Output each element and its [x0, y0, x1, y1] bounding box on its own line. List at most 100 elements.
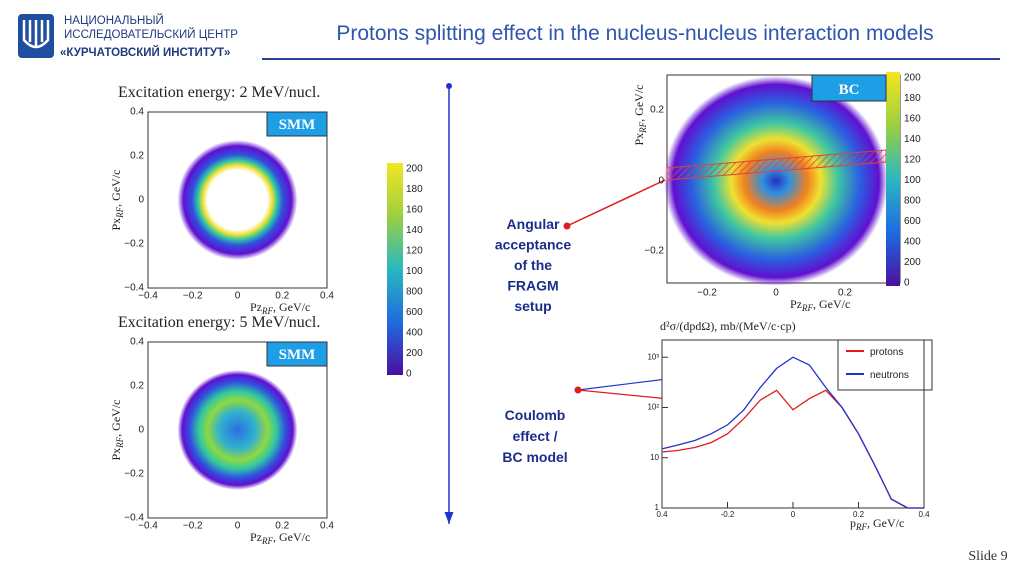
tick-label: 10³	[647, 352, 659, 361]
label-main: p	[850, 516, 856, 530]
model-box	[811, 74, 887, 102]
frame	[661, 339, 925, 509]
pointer	[566, 179, 666, 227]
annotation: FRAGM	[507, 278, 558, 294]
heatmap	[177, 140, 298, 260]
tick-label: 0.4	[656, 510, 668, 519]
tick-label: 1	[655, 503, 660, 512]
tick-label: −0.2	[183, 521, 203, 532]
tick-label: 200	[406, 348, 423, 359]
label-main: Pz	[250, 530, 262, 544]
tick-label: 0	[235, 521, 241, 532]
tick-label: 0	[904, 278, 910, 289]
tick-label: 0.2	[130, 151, 144, 162]
annotation: of the	[514, 257, 552, 273]
label-main: Px	[109, 448, 123, 461]
model-label: SMM	[279, 117, 316, 133]
pointer-dot	[563, 222, 571, 230]
label-sub: RF	[261, 306, 273, 316]
tick-label: 0.4	[130, 337, 144, 348]
tick-label: 100	[904, 175, 921, 186]
tick-label: 120	[406, 246, 423, 257]
tick-label: −0.4	[138, 521, 158, 532]
pointer-dot	[574, 386, 582, 394]
tick-label: 0	[658, 176, 664, 187]
tick-label: 10	[650, 453, 659, 462]
tick-label: 0.2	[650, 105, 664, 116]
label-main: Px	[632, 133, 646, 146]
tick-label: 0.2	[275, 521, 289, 532]
annotation: Angular	[507, 216, 560, 232]
heatmap	[664, 76, 888, 286]
colorbar	[387, 163, 403, 375]
tick-label: 0	[773, 288, 779, 299]
logo	[18, 14, 54, 58]
panel-title: Excitation energy: 2 MeV/nucl.	[118, 84, 320, 101]
annotation: effect /	[512, 428, 557, 444]
chart-title: d²σ/(dpdΩ), mb/(MeV/c·cp)	[660, 319, 796, 333]
model-label: BC	[839, 82, 860, 98]
tick-label: −0.2	[124, 469, 144, 480]
label-unit: , GeV/c	[867, 516, 904, 530]
tick-label: 0.2	[130, 381, 144, 392]
legend-label: protons	[870, 347, 903, 358]
tick-label: 160	[904, 114, 921, 125]
label-sub: RF	[638, 121, 648, 133]
tick-label: −0.2	[697, 288, 717, 299]
label-sub: RF	[261, 536, 273, 546]
legend-label: neutrons	[870, 370, 909, 381]
heatmap	[177, 370, 298, 490]
y-axis-label: PxRF, GeV/c	[109, 169, 125, 230]
label-sub: RF	[801, 303, 813, 313]
tick-label: 0	[235, 291, 241, 302]
tick-label: 0.4	[320, 291, 334, 302]
tick-label: −0.4	[124, 283, 144, 294]
spectrum-line	[661, 356, 924, 509]
tick-label: 200	[904, 73, 921, 84]
tick-label: 140	[904, 134, 921, 145]
annotation: BC model	[502, 449, 567, 465]
label-unit: , GeV/c	[109, 169, 123, 206]
annotation: acceptance	[495, 237, 571, 253]
tick-label: 400	[904, 237, 921, 248]
model-label: SMM	[279, 347, 316, 363]
tick-label: 180	[406, 184, 423, 195]
tick-label: 0	[406, 369, 412, 380]
tick-label: 600	[904, 216, 921, 227]
label-unit: , GeV/c	[632, 84, 646, 121]
label-unit: , GeV/c	[813, 297, 850, 311]
tick-label: −0.4	[138, 291, 158, 302]
tick-label: 120	[904, 155, 921, 166]
x-axis-label: PzRF, GeV/c	[250, 530, 310, 546]
tick-label: 0.2	[275, 291, 289, 302]
tick-label: 800	[904, 196, 921, 207]
tick-label: 0.4	[918, 510, 930, 519]
slide-title: Protons splitting effect in the nucleus-…	[336, 22, 933, 45]
x-axis-label: PzRF, GeV/c	[250, 300, 310, 316]
annotation: Coulomb	[505, 407, 566, 423]
divider-dot	[446, 83, 452, 89]
label-main: Pz	[790, 297, 802, 311]
tick-label: 10²	[647, 403, 659, 412]
tick-label: 0	[791, 510, 796, 519]
x-axis-label: pRF, GeV/c	[850, 516, 904, 532]
label-unit: , GeV/c	[273, 300, 310, 314]
logo-text: «КУРЧАТОВСКИЙ ИНСТИТУТ»	[60, 46, 230, 59]
x-axis-label: PzRF, GeV/c	[790, 297, 850, 313]
y-axis-label: PxRF, GeV/c	[109, 399, 125, 460]
annotation: setup	[514, 298, 551, 314]
tick-label: 400	[406, 328, 423, 339]
tick-label: −0.2	[124, 239, 144, 250]
tick-label: 200	[904, 257, 921, 268]
tick-label: −0.4	[124, 513, 144, 524]
tick-label: −0.2	[183, 291, 203, 302]
tick-label: 0	[138, 195, 144, 206]
tick-label: 800	[406, 287, 423, 298]
y-axis-label: PxRF, GeV/c	[632, 84, 648, 145]
model-box	[266, 111, 328, 137]
model-box	[266, 341, 328, 367]
tick-label: 100	[406, 266, 423, 277]
tick-label: 600	[406, 307, 423, 318]
slide-number: Slide 9	[968, 549, 1007, 564]
